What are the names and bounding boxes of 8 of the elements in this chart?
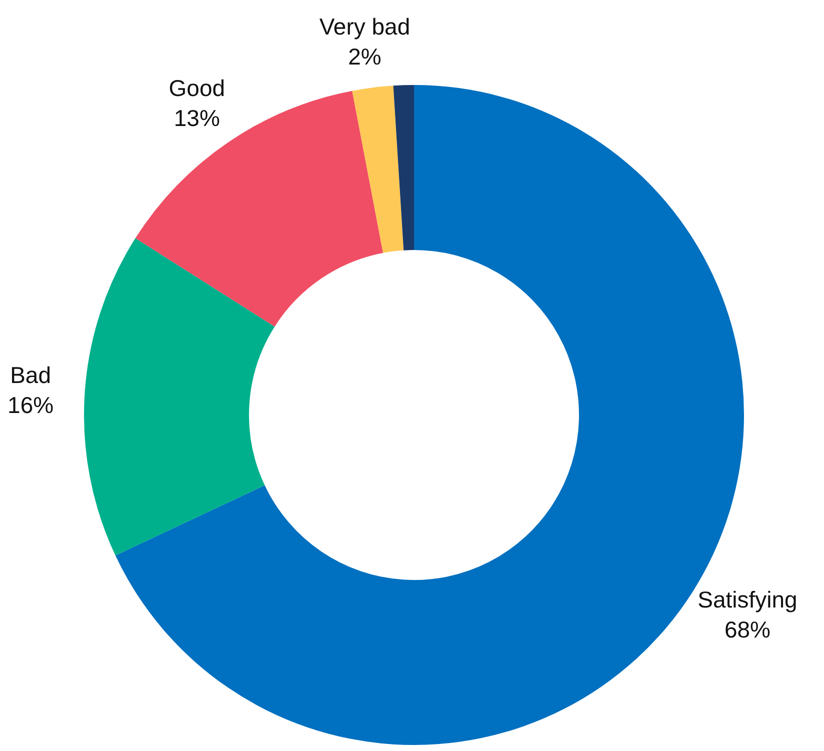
data-label: 2%	[348, 43, 382, 70]
data-label: 68%	[724, 616, 770, 642]
slice-label: Good	[168, 75, 226, 102]
slice-label: Bad	[10, 362, 52, 388]
slice-label: Very bad	[319, 13, 410, 40]
data-label: 13%	[174, 105, 220, 132]
data-label: 16%	[8, 392, 54, 418]
slice-label: Satisfying	[698, 586, 798, 612]
